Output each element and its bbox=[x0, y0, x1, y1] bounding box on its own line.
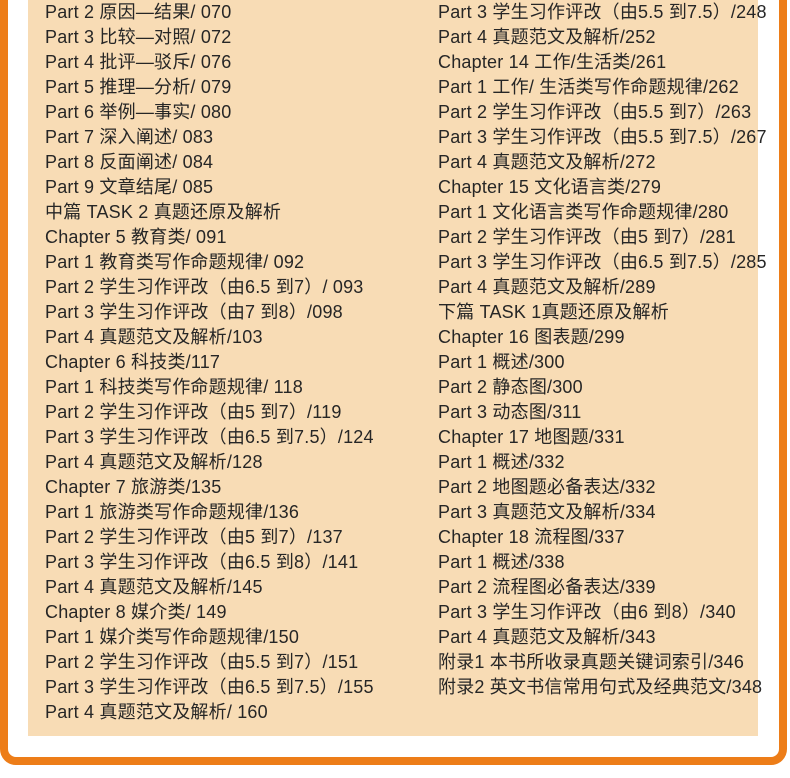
toc-entry: Part 3 真题范文及解析/334 bbox=[438, 502, 656, 522]
toc-column-right: Part 3 学生习作评改（由5.5 到7.5）/248 Part 4 真题范文及… bbox=[438, 0, 767, 700]
toc-entry: Part 4 真题范文及解析/289 bbox=[438, 277, 656, 297]
toc-entry: Part 2 原因—结果/ 070 bbox=[45, 2, 232, 22]
toc-entry: Part 4 批评—驳斥/ 076 bbox=[45, 52, 232, 72]
toc-entry: Part 9 文章结尾/ 085 bbox=[45, 177, 214, 197]
toc-entry: Part 3 学生习作评改（由6.5 到7.5）/155 bbox=[45, 677, 374, 697]
toc-entry: Chapter 14 工作/生活类/261 bbox=[438, 52, 667, 72]
toc-entry: Part 1 概述/338 bbox=[438, 552, 565, 572]
toc-entry: Part 2 学生习作评改（由5 到7）/281 bbox=[438, 227, 736, 247]
toc-panel bbox=[28, 0, 758, 736]
toc-entry: Part 6 举例—事实/ 080 bbox=[45, 102, 232, 122]
toc-entry: Chapter 5 教育类/ 091 bbox=[45, 227, 227, 247]
toc-entry: Part 4 真题范文及解析/252 bbox=[438, 27, 656, 47]
toc-entry: Part 1 媒介类写作命题规律/150 bbox=[45, 627, 300, 647]
toc-entry: Chapter 8 媒介类/ 149 bbox=[45, 602, 227, 622]
toc-entry: Part 2 学生习作评改（由6.5 到7）/ 093 bbox=[45, 277, 364, 297]
toc-column-left: Part 2 原因—结果/ 070 Part 3 比较—对照/ 072 Part 4… bbox=[45, 0, 374, 725]
toc-entry: Part 3 学生习作评改（由5.5 到7.5）/267 bbox=[438, 127, 767, 147]
toc-entry: Part 4 真题范文及解析/343 bbox=[438, 627, 656, 647]
toc-entry: Part 2 学生习作评改（由5.5 到7）/151 bbox=[45, 652, 359, 672]
toc-entry: Part 5 推理—分析/ 079 bbox=[45, 77, 232, 97]
toc-entry: Part 2 地图题必备表达/332 bbox=[438, 477, 656, 497]
toc-entry: Part 2 流程图必备表达/339 bbox=[438, 577, 656, 597]
toc-entry: Part 3 学生习作评改（由6.5 到8）/141 bbox=[45, 552, 359, 572]
toc-entry: Part 4 真题范文及解析/103 bbox=[45, 327, 263, 347]
toc-entry: Chapter 7 旅游类/135 bbox=[45, 477, 222, 497]
toc-entry: 附录1 本书所收录真题关键词索引/346 bbox=[438, 652, 745, 672]
toc-entry: Part 3 学生习作评改（由6 到8）/340 bbox=[438, 602, 736, 622]
toc-entry: Chapter 17 地图题/331 bbox=[438, 427, 625, 447]
toc-entry: Part 3 学生习作评改（由5.5 到7.5）/248 bbox=[438, 2, 767, 22]
toc-entry: Part 3 学生习作评改（由7 到8）/098 bbox=[45, 302, 343, 322]
toc-entry: Part 4 真题范文及解析/272 bbox=[438, 152, 656, 172]
toc-entry: Part 1 概述/332 bbox=[438, 452, 565, 472]
toc-entry: Part 1 概述/300 bbox=[438, 352, 565, 372]
toc-entry: Part 4 真题范文及解析/ 160 bbox=[45, 702, 268, 722]
toc-entry: 中篇 TASK 2 真题还原及解析 bbox=[45, 202, 282, 222]
toc-entry: Chapter 18 流程图/337 bbox=[438, 527, 625, 547]
toc-entry: Part 1 教育类写作命题规律/ 092 bbox=[45, 252, 305, 272]
toc-entry: Part 1 科技类写作命题规律/ 118 bbox=[45, 377, 303, 397]
toc-entry: Chapter 15 文化语言类/279 bbox=[438, 177, 662, 197]
toc-entry: Part 1 文化语言类写作命题规律/280 bbox=[438, 202, 729, 222]
toc-entry: Part 2 学生习作评改（由5.5 到7）/263 bbox=[438, 102, 752, 122]
toc-entry: 附录2 英文书信常用句式及经典范文/348 bbox=[438, 677, 763, 697]
toc-entry: Part 3 比较—对照/ 072 bbox=[45, 27, 232, 47]
toc-entry: Part 4 真题范文及解析/128 bbox=[45, 452, 263, 472]
toc-entry: Part 1 工作/ 生活类写作命题规律/262 bbox=[438, 77, 739, 97]
toc-entry: Part 7 深入阐述/ 083 bbox=[45, 127, 214, 147]
toc-entry: Part 4 真题范文及解析/145 bbox=[45, 577, 263, 597]
toc-entry: Part 3 动态图/311 bbox=[438, 402, 582, 422]
toc-entry: Chapter 16 图表题/299 bbox=[438, 327, 625, 347]
toc-entry: 下篇 TASK 1真题还原及解析 bbox=[438, 302, 669, 322]
toc-entry: Part 2 学生习作评改（由5 到7）/137 bbox=[45, 527, 343, 547]
toc-entry: Part 2 静态图/300 bbox=[438, 377, 583, 397]
toc-entry: Chapter 6 科技类/117 bbox=[45, 352, 221, 372]
toc-entry: Part 2 学生习作评改（由5 到7）/119 bbox=[45, 402, 342, 422]
toc-entry: Part 3 学生习作评改（由6.5 到7.5）/285 bbox=[438, 252, 767, 272]
toc-entry: Part 8 反面阐述/ 084 bbox=[45, 152, 214, 172]
toc-entry: Part 3 学生习作评改（由6.5 到7.5）/124 bbox=[45, 427, 374, 447]
toc-entry: Part 1 旅游类写作命题规律/136 bbox=[45, 502, 300, 522]
